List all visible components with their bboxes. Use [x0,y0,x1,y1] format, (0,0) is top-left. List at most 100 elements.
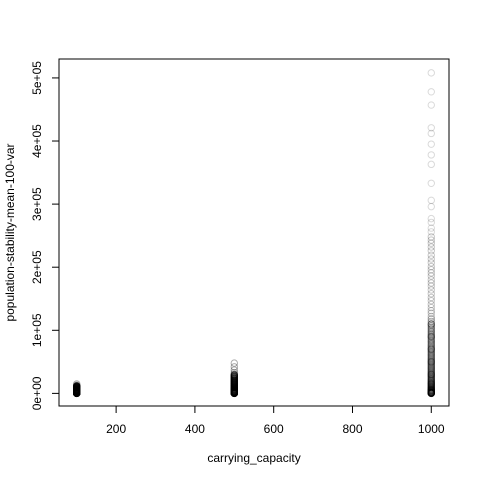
data-point [427,346,435,355]
data-point [427,317,435,326]
data-point [427,383,435,392]
axes: 200 400 600 800 1000 0e+00 1e+05 2e+05 3e+05 4e+0… [30,58,450,436]
data-point [230,388,239,397]
data-point [427,349,435,357]
data-point [230,389,239,398]
data-point [73,389,81,398]
data-point [427,289,435,298]
data-point [230,386,239,394]
data-point [230,389,239,397]
data-point [230,371,239,379]
data-point [73,384,81,393]
data-point [427,335,435,343]
data-point [230,386,239,394]
data-point [230,376,239,385]
data-point [427,101,435,109]
data-point [73,388,81,397]
data-point [427,365,435,374]
data-point [73,386,81,395]
data-point [73,383,81,391]
data-point [230,389,239,398]
data-point [73,384,81,392]
data-point [73,381,81,389]
data-point [230,377,239,385]
data-point [230,387,239,396]
x-tick-label: 1000 [418,422,445,436]
data-point [230,374,239,382]
data-point [427,272,435,280]
data-point [230,388,239,396]
data-point [230,370,239,379]
y-tick-label: 3e+05 [30,187,44,221]
data-point [73,388,81,397]
data-point [230,382,239,390]
data-point [230,389,239,397]
data-point [427,300,435,309]
data-point [427,347,435,356]
data-point [73,386,81,394]
data-point [427,312,435,321]
data-point [73,382,81,390]
data-point [230,359,239,367]
data-point [427,361,435,369]
data-point [230,389,239,397]
x-tick-label: 400 [185,422,205,436]
data-point [427,351,435,359]
data-point [427,352,435,361]
data-point [427,376,435,384]
data-point [73,389,81,397]
data-point [427,196,435,205]
data-point [73,388,81,397]
data-point [230,378,239,386]
data-point [427,266,435,274]
data-point [230,378,239,387]
data-point [427,389,435,397]
data-point [427,340,435,348]
data-point [427,379,435,387]
data-point [230,374,239,382]
data-point [230,387,239,395]
data-point [230,388,239,396]
data-point [427,389,435,397]
data-point [427,359,435,367]
data-point [230,375,239,384]
data-point [230,388,239,396]
data-point [73,382,81,390]
data-point [73,386,81,394]
data-point [73,389,81,398]
data-point [427,321,435,330]
data-point [73,387,81,396]
data-point [427,358,435,366]
data-point [230,366,239,374]
data-point [230,389,239,397]
data-point [230,382,239,391]
data-point [427,303,435,312]
data-point [427,307,435,315]
data-point [427,388,435,397]
data-point [73,389,81,397]
data-point [230,383,239,391]
data-point [73,389,81,398]
data-point [73,389,81,397]
data-point [427,380,435,388]
data-point [230,388,239,397]
data-point [427,387,435,395]
data-point [427,255,435,263]
data-point [427,218,435,227]
data-point [427,214,435,223]
data-point [73,386,81,395]
data-point [73,387,81,395]
plot-area [73,69,435,398]
data-point [427,330,435,339]
data-point [230,382,239,390]
data-point [230,389,239,398]
data-point [73,389,81,397]
data-point [73,389,81,397]
y-tick-label: 5e+05 [30,61,44,95]
data-point [230,372,239,380]
data-point [230,383,239,392]
data-point [427,382,435,390]
data-point [230,378,239,387]
data-point [230,389,239,397]
data-point [73,387,81,395]
